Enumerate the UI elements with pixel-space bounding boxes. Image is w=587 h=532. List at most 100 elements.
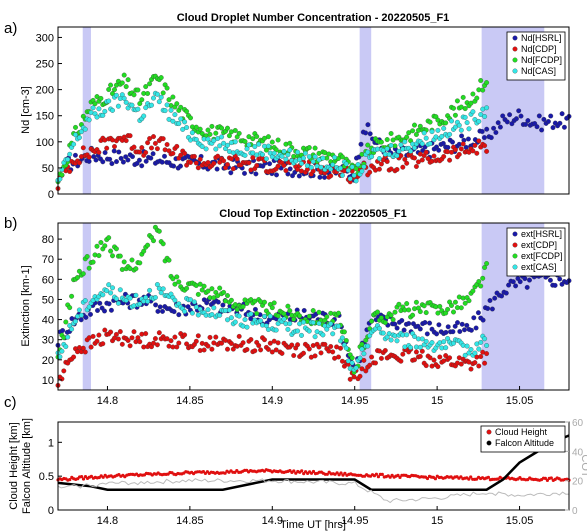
data-point: [301, 308, 307, 313]
data-point: [456, 122, 462, 128]
data-point: [451, 105, 456, 111]
data-point: [147, 81, 153, 87]
data-point: [164, 85, 170, 91]
data-point: [296, 173, 302, 179]
data-point: [201, 347, 207, 353]
data-point: [443, 329, 449, 335]
data-point: [154, 342, 160, 348]
data-point: [67, 151, 73, 157]
data-point: [143, 150, 149, 155]
data-point: [484, 148, 490, 154]
data-point: [339, 335, 345, 341]
series-nd-cas-: [55, 90, 490, 184]
data-point: [252, 306, 258, 312]
data-point: [396, 301, 402, 307]
data-point: [291, 316, 297, 322]
data-point: [254, 163, 260, 169]
data-point: [102, 308, 107, 314]
data-point: [404, 160, 410, 166]
data-point: [513, 283, 519, 289]
data-point: [536, 113, 542, 119]
data-point: [431, 153, 437, 159]
y-tick-label: 0: [48, 505, 54, 517]
data-point: [116, 149, 122, 155]
data-point: [427, 141, 433, 147]
data-point: [550, 125, 556, 131]
data-point: [363, 130, 369, 136]
data-point: [423, 310, 429, 316]
data-point: [402, 156, 408, 162]
data-point: [145, 298, 151, 304]
data-point: [102, 327, 108, 333]
legend-label: Nd[CAS]: [521, 66, 556, 76]
x-tick-label: 14.9: [262, 515, 283, 527]
data-point: [106, 301, 112, 307]
data-point: [242, 152, 248, 158]
data-point: [316, 320, 322, 326]
data-point: [166, 116, 172, 122]
data-point: [413, 349, 419, 355]
data-point: [457, 329, 463, 334]
data-point: [226, 133, 232, 139]
legend-box: [480, 425, 566, 453]
data-point: [145, 91, 151, 96]
data-point: [471, 315, 477, 321]
data-point: [316, 344, 322, 350]
data-point: [476, 118, 482, 124]
data-point: [328, 173, 334, 179]
data-point: [60, 328, 66, 333]
data-point: [176, 279, 182, 285]
data-point: [478, 78, 484, 83]
data-point: [345, 167, 351, 173]
data-point: [97, 300, 103, 306]
data-point: [129, 102, 135, 108]
legend-label: Nd[HSRL]: [521, 33, 562, 43]
data-point: [541, 116, 547, 122]
data-point: [489, 306, 495, 312]
data-point: [431, 357, 437, 363]
data-point: [164, 336, 170, 342]
data-point: [71, 354, 77, 360]
data-point: [178, 104, 184, 110]
data-point: [347, 376, 353, 382]
data-point: [228, 156, 234, 162]
data-point: [234, 307, 240, 312]
data-point: [86, 117, 92, 123]
data-point: [452, 299, 458, 305]
data-point: [473, 325, 479, 331]
data-point: [197, 126, 203, 132]
data-point: [269, 349, 275, 355]
data-point: [336, 310, 341, 316]
legend-swatch: [512, 264, 518, 270]
data-point: [382, 320, 388, 326]
y-tick-label: 40: [42, 315, 54, 327]
data-point: [197, 156, 203, 162]
data-point: [301, 350, 306, 356]
data-point: [95, 308, 100, 313]
data-point: [557, 276, 563, 282]
data-point: [106, 235, 112, 241]
data-point: [125, 338, 131, 343]
data-point: [427, 119, 433, 125]
data-point: [80, 145, 86, 151]
data-point: [459, 133, 465, 139]
data-point: [195, 291, 201, 297]
data-point: [160, 308, 165, 314]
data-point: [427, 355, 433, 361]
data-point: [133, 292, 139, 298]
data-point: [112, 144, 117, 149]
data-point: [392, 321, 398, 327]
data-point: [106, 87, 112, 92]
series-ext-cdp-: [55, 327, 490, 388]
data-point: [443, 353, 449, 359]
data-point: [67, 305, 73, 311]
data-point: [287, 321, 293, 327]
data-point: [312, 334, 318, 340]
data-point: [117, 287, 123, 293]
data-point: [252, 144, 258, 150]
data-point: [78, 312, 84, 318]
data-point: [435, 310, 441, 316]
data-point: [413, 164, 419, 169]
data-point: [283, 156, 289, 162]
data-point: [65, 156, 71, 162]
